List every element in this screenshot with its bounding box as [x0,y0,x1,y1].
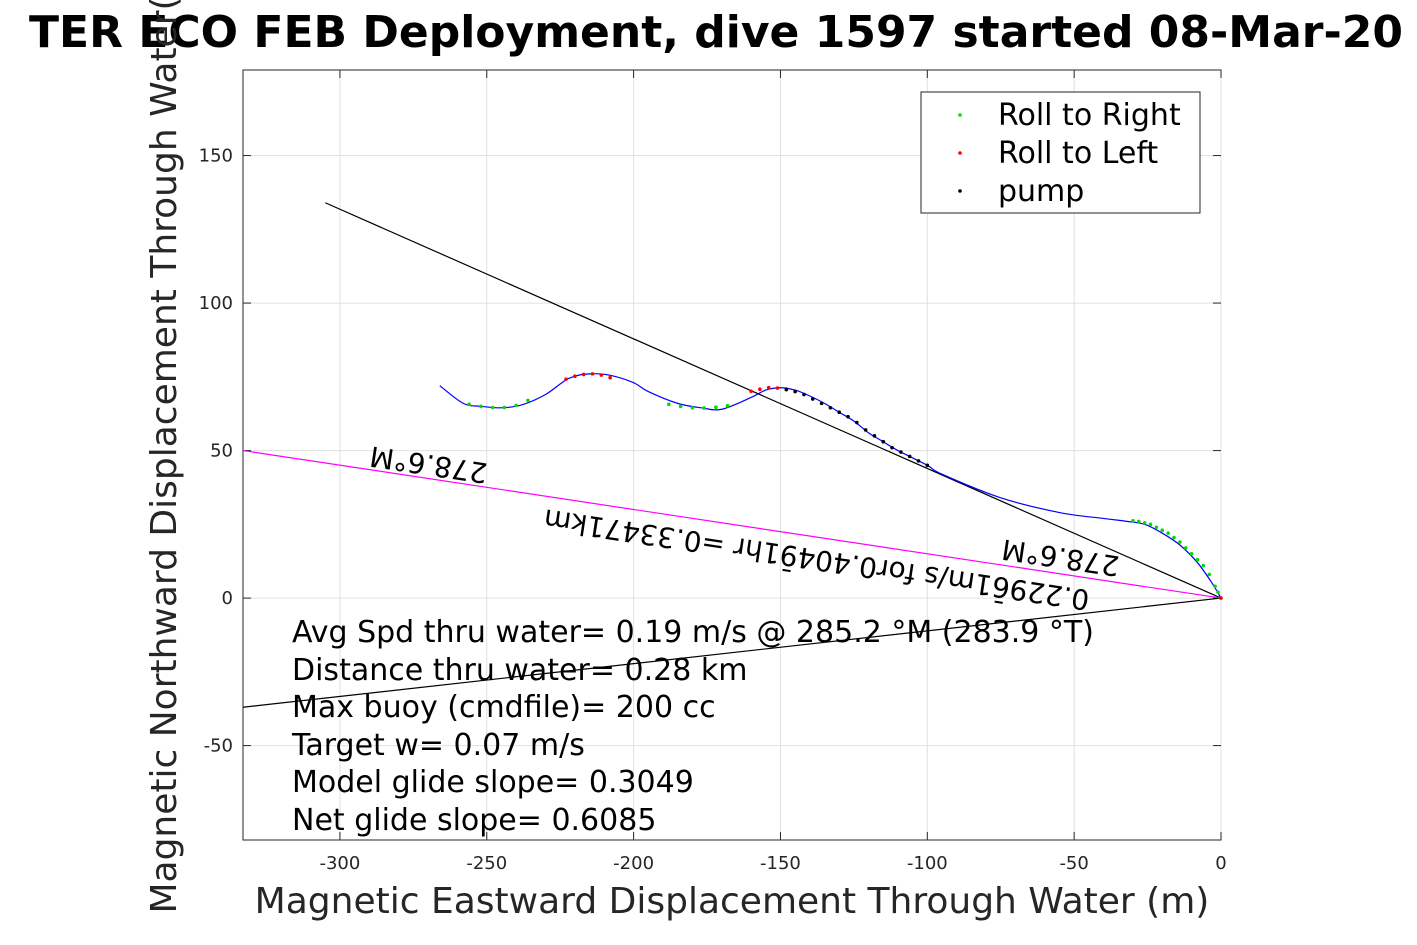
reference-lines [242,202,1222,708]
y-axis-ticks: -50 0 50 100 150 [199,146,1221,757]
roll-left-point [1219,596,1223,600]
stat-line: Distance thru water= 0.28 km [292,653,747,688]
pump-point [916,459,921,463]
roll-right-point [467,402,471,407]
roll-right-point [526,398,530,403]
x-axis-ticks: -300 -250 -200 -150 -100 -50 0 [319,70,1227,874]
pump-point [855,420,859,425]
roll-right-point [1201,563,1206,568]
roll-right-point [714,405,718,410]
legend: Roll to Right Roll to Left pump [920,91,1201,214]
legend-label-pump: pump [998,174,1084,209]
x-tick-label: -200 [613,853,654,874]
roll-left-point [581,372,586,377]
grid [243,70,1222,840]
roll-left-point [749,389,753,394]
roll-left-point [775,386,780,390]
pump-point [828,405,833,410]
pump-point [907,454,912,459]
roll-left-point [758,387,762,392]
glider-track [439,373,1222,599]
legend-box [920,91,1201,214]
roll-right-point [1160,528,1165,533]
roll-right-point [1189,552,1194,556]
pump-point [890,445,894,450]
roll-right-point [502,405,507,410]
y-tick-label: -50 [204,736,233,757]
pump-point [925,463,930,468]
legend-marker-pump [958,189,962,193]
pump-point [846,414,850,419]
y-tick-label: 50 [210,441,233,462]
pump-point [810,397,815,401]
roll-right-point [1213,584,1217,589]
roll-right-point [1207,572,1212,577]
dive-statistics: Avg Spd thru water= 0.19 m/s @ 285.2 °M … [291,615,1094,838]
stat-line: Avg Spd thru water= 0.19 m/s @ 285.2 °M … [292,615,1094,650]
roll-right-point [1154,525,1159,530]
roll-left-point [599,373,604,377]
roll-right-point [678,404,683,409]
roll-left-point [573,374,577,379]
roll-right-point [479,404,483,409]
pump-point [819,401,824,406]
x-tick-label: -150 [760,853,801,874]
roll-right-point [1131,518,1135,523]
reference-line-1 [242,597,1222,708]
pump-point [881,439,886,444]
y-tick-label: 100 [199,293,233,314]
roll-right-point [1183,546,1188,550]
x-tick-label: -100 [907,853,948,874]
roll-right-point [667,402,671,407]
chart-title: TER ECO FEB Deployment, dive 1597 starte… [29,7,1403,58]
track-line [439,373,1222,599]
roll-left-point [564,377,568,381]
x-tick-label: -50 [1059,853,1088,874]
roll-right-point [1136,519,1141,524]
roll-right-point [1166,531,1170,535]
pump-point [802,392,806,397]
roll-right-point [1216,590,1220,594]
x-tick-label: 0 [1215,853,1226,874]
legend-marker-roll-left [958,151,962,155]
pump-point [784,387,789,392]
roll-left-point [766,385,771,390]
roll-left-point [608,375,612,380]
roll-and-pump-markers [467,372,1223,600]
roll-right-point [1195,557,1200,562]
x-axis-label: Magnetic Eastward Displacement Through W… [255,881,1210,922]
roll-right-point [1142,521,1147,525]
stat-line: Max buoy (cmdfile)= 200 cc [292,690,716,725]
legend-label-roll-left: Roll to Left [998,136,1158,171]
roll-right-point [514,403,518,408]
pump-point [863,428,868,432]
x-tick-label: -250 [466,853,507,874]
pump-point [872,434,877,438]
pump-point [899,450,903,454]
roll-right-point [702,406,706,410]
pump-point [793,389,797,394]
reference-line-0 [324,202,1222,599]
roll-right-point [1148,522,1153,527]
pump-point [837,410,841,415]
stat-line: Model glide slope= 0.3049 [292,765,694,800]
roll-right-point [690,405,695,410]
y-axis-label: Magnetic Northward Displacement Through … [144,0,185,914]
roll-right-point [1178,540,1182,544]
roll-right-point [725,403,730,408]
stat-line: Net glide slope= 0.6085 [292,803,656,838]
roll-right-point [1172,535,1176,540]
stat-line: Target w= 0.07 m/s [291,728,585,763]
y-tick-label: 0 [222,588,233,609]
roll-right-point [490,405,495,410]
y-tick-label: 150 [199,146,233,167]
legend-marker-roll-right [958,113,962,117]
roll-left-point [590,372,595,376]
legend-label-roll-right: Roll to Right [998,98,1181,133]
x-tick-label: -300 [319,853,360,874]
reference-line-2 [242,449,1222,599]
